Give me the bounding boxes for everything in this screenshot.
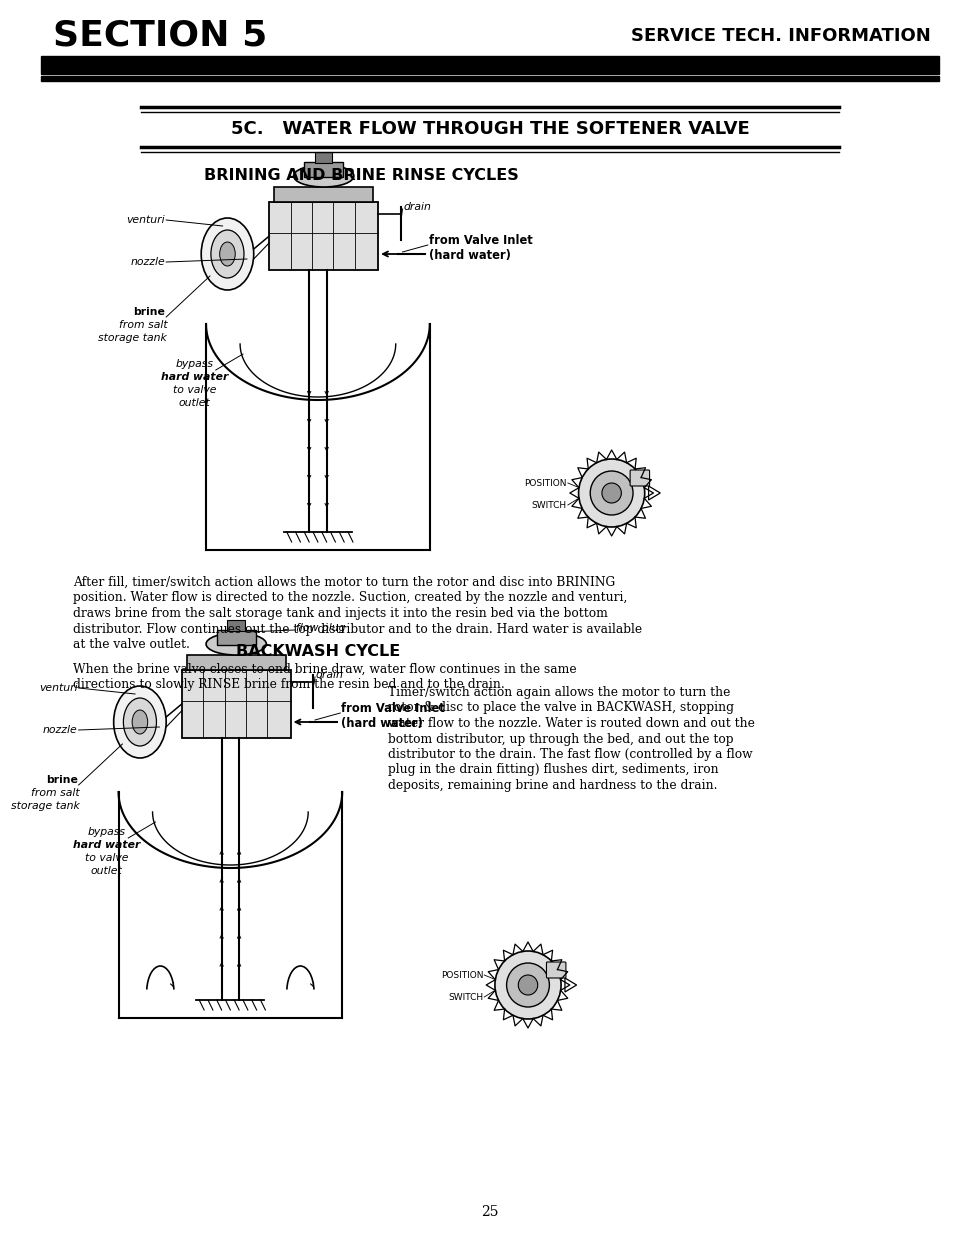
Text: POSITION: POSITION bbox=[524, 478, 566, 488]
Text: brine: brine bbox=[133, 308, 165, 317]
Text: hard water: hard water bbox=[160, 372, 228, 382]
Text: from salt: from salt bbox=[118, 320, 167, 330]
Text: venturi: venturi bbox=[127, 215, 165, 225]
Circle shape bbox=[506, 963, 549, 1007]
Bar bbox=[216, 630, 255, 645]
Ellipse shape bbox=[294, 165, 354, 186]
Text: distributor. Flow continues out the top distributor and to the drain. Hard water: distributor. Flow continues out the top … bbox=[72, 622, 641, 636]
Polygon shape bbox=[564, 978, 576, 992]
Text: POSITION: POSITION bbox=[440, 971, 483, 979]
Text: at the valve outlet.: at the valve outlet. bbox=[72, 638, 190, 651]
Ellipse shape bbox=[201, 219, 253, 290]
Ellipse shape bbox=[211, 230, 244, 278]
Text: plug in the drain fitting) flushes dirt, sediments, iron: plug in the drain fitting) flushes dirt,… bbox=[388, 763, 718, 777]
Text: hard water: hard water bbox=[73, 840, 140, 850]
Text: drain: drain bbox=[315, 671, 343, 680]
Text: water flow to the nozzle. Water is routed down and out the: water flow to the nozzle. Water is route… bbox=[388, 718, 754, 730]
Ellipse shape bbox=[206, 634, 266, 655]
Text: rotor & disc to place the valve in BACKWASH, stopping: rotor & disc to place the valve in BACKW… bbox=[388, 701, 733, 715]
Text: nozzle: nozzle bbox=[131, 257, 165, 267]
Text: SWITCH: SWITCH bbox=[531, 500, 566, 510]
Bar bbox=[314, 152, 333, 163]
Text: brine: brine bbox=[46, 776, 77, 785]
Circle shape bbox=[601, 483, 620, 503]
Text: 25: 25 bbox=[481, 1205, 498, 1219]
Text: (hard water): (hard water) bbox=[341, 716, 423, 730]
Text: flow plug: flow plug bbox=[295, 622, 345, 634]
Bar bbox=[41, 77, 939, 82]
Bar bbox=[41, 56, 939, 74]
Polygon shape bbox=[648, 487, 659, 500]
Text: outlet: outlet bbox=[178, 398, 210, 408]
Circle shape bbox=[495, 951, 560, 1019]
Text: outlet: outlet bbox=[91, 866, 123, 876]
Text: drain: drain bbox=[403, 203, 431, 212]
Text: directions to slowly RINSE brine from the resin bed and to the drain.: directions to slowly RINSE brine from th… bbox=[72, 678, 504, 692]
Text: Timer/switch action again allows the motor to turn the: Timer/switch action again allows the mot… bbox=[388, 685, 730, 699]
Text: (hard water): (hard water) bbox=[428, 248, 510, 262]
Text: bypass: bypass bbox=[88, 827, 126, 837]
Text: SWITCH: SWITCH bbox=[448, 993, 483, 1002]
Text: BACKWASH CYCLE: BACKWASH CYCLE bbox=[235, 645, 399, 659]
Text: When the brine valve closes to end brine draw, water flow continues in the same: When the brine valve closes to end brine… bbox=[72, 662, 576, 676]
Text: from Valve Inlet: from Valve Inlet bbox=[428, 233, 532, 247]
Ellipse shape bbox=[123, 698, 156, 746]
Ellipse shape bbox=[113, 685, 166, 758]
Text: to valve: to valve bbox=[172, 385, 216, 395]
Text: from Valve Inlet: from Valve Inlet bbox=[341, 701, 444, 715]
Ellipse shape bbox=[219, 242, 235, 266]
Text: SECTION 5: SECTION 5 bbox=[53, 19, 268, 53]
Text: from salt: from salt bbox=[30, 788, 79, 798]
Bar bbox=[304, 162, 343, 177]
Text: position. Water flow is directed to the nozzle. Suction, created by the nozzle a: position. Water flow is directed to the … bbox=[72, 592, 626, 604]
Bar bbox=[227, 620, 245, 631]
Text: distributor to the drain. The fast flow (controlled by a flow: distributor to the drain. The fast flow … bbox=[388, 748, 752, 761]
Bar bbox=[274, 186, 373, 203]
Text: bypass: bypass bbox=[175, 359, 213, 369]
Circle shape bbox=[590, 471, 633, 515]
Bar bbox=[187, 655, 286, 671]
Text: deposits, remaining brine and hardness to the drain.: deposits, remaining brine and hardness t… bbox=[388, 779, 717, 792]
Circle shape bbox=[578, 459, 644, 527]
Text: draws brine from the salt storage tank and injects it into the resin bed via the: draws brine from the salt storage tank a… bbox=[72, 606, 607, 620]
Text: bottom distributor, up through the bed, and out the top: bottom distributor, up through the bed, … bbox=[388, 732, 733, 746]
Bar bbox=[269, 203, 377, 270]
Text: SERVICE TECH. INFORMATION: SERVICE TECH. INFORMATION bbox=[630, 27, 930, 44]
Text: storage tank: storage tank bbox=[10, 802, 79, 811]
Text: After fill, timer/switch action allows the motor to turn the rotor and disc into: After fill, timer/switch action allows t… bbox=[72, 576, 615, 589]
Text: 5C.   WATER FLOW THROUGH THE SOFTENER VALVE: 5C. WATER FLOW THROUGH THE SOFTENER VALV… bbox=[231, 120, 749, 138]
Text: to valve: to valve bbox=[85, 853, 129, 863]
Text: storage tank: storage tank bbox=[98, 333, 167, 343]
Ellipse shape bbox=[132, 710, 148, 734]
Circle shape bbox=[517, 974, 537, 995]
FancyBboxPatch shape bbox=[630, 471, 649, 487]
Text: nozzle: nozzle bbox=[43, 725, 77, 735]
Text: venturi: venturi bbox=[39, 683, 77, 693]
Bar bbox=[182, 671, 291, 739]
FancyBboxPatch shape bbox=[546, 962, 565, 978]
Text: BRINING AND BRINE RINSE CYCLES: BRINING AND BRINE RINSE CYCLES bbox=[204, 168, 518, 183]
